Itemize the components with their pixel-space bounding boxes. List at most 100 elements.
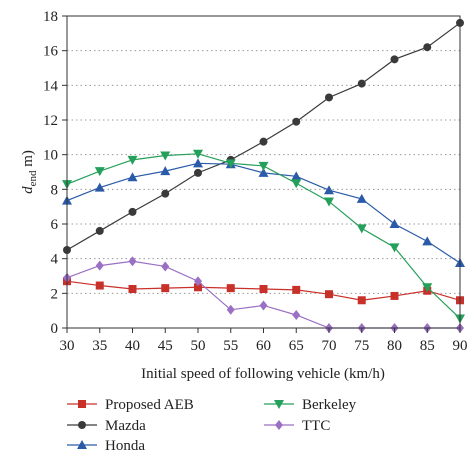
data-point-mazda	[128, 207, 137, 216]
x-tick-label: 45	[158, 338, 173, 354]
x-tick-label: 65	[289, 338, 304, 354]
data-point-berkeley	[258, 161, 269, 171]
x-tick-label: 30	[60, 338, 75, 354]
y-axis-title-base: d	[20, 186, 36, 194]
legend-marker-mazda	[78, 421, 86, 429]
data-point-berkeley	[94, 167, 105, 177]
x-tick-label: 90	[453, 338, 468, 354]
data-point-berkeley	[193, 149, 203, 159]
x-tick-label: 85	[420, 338, 435, 354]
legend-item-ttc: TTC	[264, 418, 330, 434]
x-tick-label: 70	[322, 338, 337, 354]
y-tick-label: 10	[43, 148, 58, 164]
data-point-proposed-aeb	[357, 296, 366, 305]
series-berkeley	[62, 149, 465, 324]
data-point-honda	[389, 219, 400, 228]
x-tick-label: 40	[125, 338, 140, 354]
data-point-berkeley	[225, 159, 236, 169]
legend-label-berkeley: Berkeley	[302, 397, 357, 413]
data-point-ttc	[95, 260, 104, 271]
data-point-honda	[94, 182, 105, 192]
series-line-mazda	[66, 22, 461, 251]
y-tick-label: 4	[51, 252, 59, 268]
data-point-ttc	[194, 276, 202, 287]
data-point-honda	[258, 167, 269, 177]
data-point-honda	[193, 158, 203, 168]
data-point-mazda	[259, 137, 268, 146]
y-tick-label: 0	[51, 321, 59, 337]
y-tick-label: 6	[51, 217, 59, 233]
data-point-proposed-aeb	[128, 285, 137, 293]
data-point-mazda	[423, 43, 432, 52]
data-point-ttc	[226, 304, 235, 315]
x-axis-ticks: 30 35 40 45 50 55 60 65 70 75 80 85 90	[60, 328, 468, 354]
data-point-berkeley	[356, 224, 367, 234]
legend-label-honda: Honda	[105, 438, 145, 454]
x-tick-label: 60	[256, 338, 271, 354]
data-point-ttc	[128, 256, 137, 267]
data-point-honda	[324, 185, 334, 195]
data-point-mazda	[194, 168, 202, 177]
data-point-proposed-aeb	[259, 285, 268, 293]
data-point-mazda	[390, 55, 399, 64]
legend-label-proposed-aeb: Proposed AEB	[105, 397, 194, 413]
y-tick-label: 16	[43, 44, 59, 60]
y-axis-title-unit: m)	[20, 150, 36, 170]
legend-item-mazda: Mazda	[67, 418, 146, 434]
data-point-mazda	[357, 79, 366, 88]
data-point-honda	[160, 166, 171, 176]
data-point-mazda	[161, 189, 170, 198]
data-point-proposed-aeb	[95, 281, 104, 290]
series-mazda	[63, 18, 464, 254]
data-point-mazda	[95, 226, 104, 235]
legend-marker-ttc	[275, 420, 283, 430]
y-tick-label: 12	[43, 113, 58, 129]
data-point-proposed-aeb	[226, 284, 235, 293]
x-tick-label: 35	[92, 338, 107, 354]
data-point-honda	[356, 193, 367, 203]
legend-item-berkeley: Berkeley	[264, 397, 357, 413]
data-point-mazda	[292, 117, 301, 126]
legend-item-honda: Honda	[67, 438, 145, 454]
legend-item-proposed-aeb: Proposed AEB	[67, 397, 194, 413]
series-proposed-aeb	[63, 277, 464, 305]
legend: Proposed AEB Mazda Honda Berkeley TTC	[67, 397, 357, 454]
data-point-honda	[422, 236, 433, 246]
series-layer	[62, 18, 465, 333]
data-point-ttc	[259, 300, 268, 311]
data-point-berkeley	[389, 243, 400, 253]
data-point-honda	[127, 172, 138, 182]
x-tick-label: 50	[191, 338, 206, 354]
legend-marker-honda	[77, 440, 87, 449]
data-point-proposed-aeb	[390, 291, 399, 300]
y-tick-label: 14	[43, 78, 59, 94]
x-tick-label: 75	[354, 338, 369, 354]
data-point-ttc	[292, 310, 301, 320]
x-tick-label: 80	[387, 338, 402, 354]
data-point-ttc	[161, 261, 170, 272]
legend-marker-proposed-aeb	[78, 400, 86, 408]
x-tick-label: 55	[223, 338, 238, 354]
y-axis-title: dend m)	[20, 150, 39, 194]
data-point-berkeley	[422, 283, 433, 293]
data-point-berkeley	[291, 179, 302, 189]
y-tick-label: 8	[51, 182, 59, 198]
data-point-mazda	[325, 93, 333, 102]
series-honda	[62, 158, 465, 267]
data-point-berkeley	[324, 197, 334, 207]
x-axis-title: Initial speed of following vehicle (km/h…	[141, 366, 385, 382]
data-point-honda	[291, 171, 302, 181]
data-point-proposed-aeb	[292, 285, 301, 294]
legend-marker-berkeley	[274, 400, 284, 409]
data-point-proposed-aeb	[325, 290, 333, 299]
data-point-proposed-aeb	[161, 284, 170, 293]
legend-label-ttc: TTC	[302, 418, 330, 434]
data-point-berkeley	[127, 155, 138, 165]
legend-label-mazda: Mazda	[105, 418, 146, 434]
y-tick-label: 18	[43, 9, 58, 25]
data-point-berkeley	[160, 151, 171, 161]
y-axis-ticks: 0 2 4 6 8 10 12 14 16 18	[43, 9, 67, 337]
y-axis-title-sub: end	[27, 170, 39, 186]
series-line-honda	[66, 162, 461, 264]
